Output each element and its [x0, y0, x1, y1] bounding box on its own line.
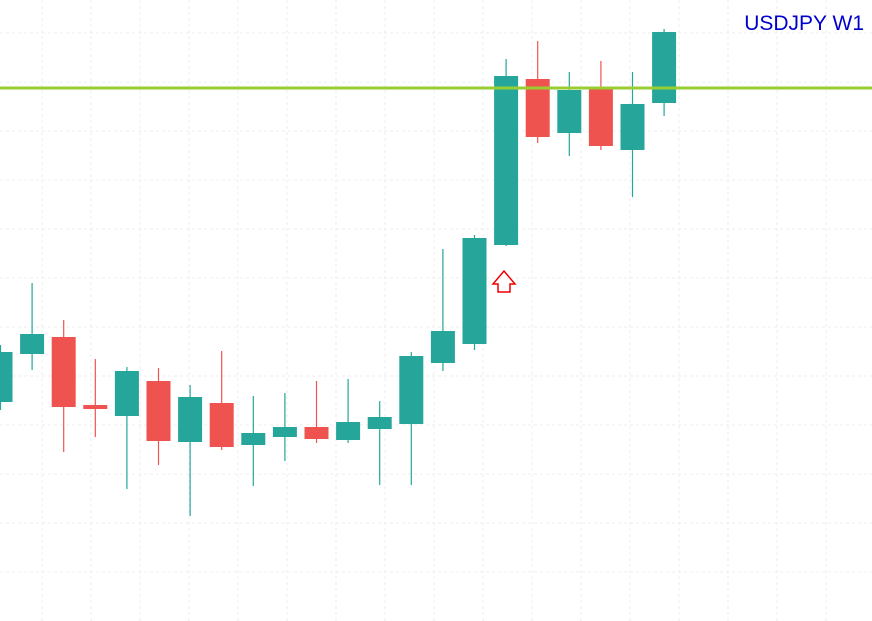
candle-body: [83, 405, 108, 409]
candle-body: [336, 422, 361, 440]
candle-body: [51, 337, 76, 407]
candle-body: [588, 89, 613, 146]
candle-body: [462, 238, 487, 344]
chart-title: USDJPY W1: [744, 12, 864, 35]
candle-body: [304, 427, 329, 439]
candle-body: [114, 371, 139, 416]
arrow-annotation: [491, 269, 517, 293]
candle-body: [209, 403, 234, 447]
candle-body: [620, 104, 645, 150]
candle-body: [272, 427, 297, 437]
candle-body: [146, 381, 171, 441]
candle-body: [652, 32, 677, 103]
candle-body: [399, 356, 424, 424]
candle-body: [494, 76, 519, 245]
candle-body: [0, 352, 13, 402]
candle-body: [241, 433, 266, 445]
candle-body: [178, 397, 203, 442]
candle-body: [367, 417, 392, 429]
candle-body: [20, 334, 45, 354]
candle-body: [430, 331, 455, 363]
candle-body: [557, 90, 582, 133]
